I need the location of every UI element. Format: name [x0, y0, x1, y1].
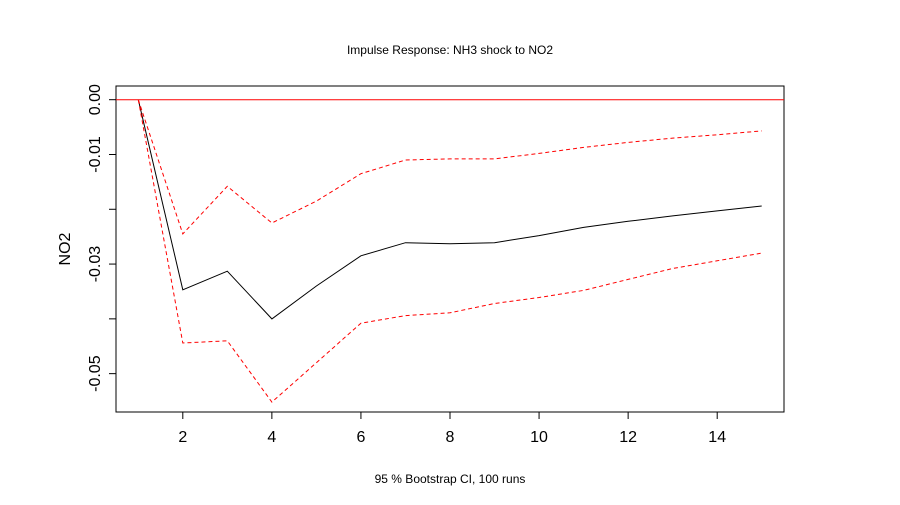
chart-title: Impulse Response: NH3 shock to NO2 [347, 43, 553, 57]
x-tick-label: 14 [708, 429, 726, 446]
y-axis-label: NO2 [57, 232, 74, 265]
y-tick-label: -0.03 [87, 246, 104, 283]
y-axis: 0.00 -0.01 -0.03 -0.05 [87, 84, 116, 392]
x-axis: 2 4 6 8 10 12 14 [178, 412, 726, 446]
y-tick-label: -0.05 [87, 355, 104, 392]
x-tick-label: 12 [619, 429, 637, 446]
x-tick-label: 4 [267, 429, 276, 446]
y-tick-label: 0.00 [87, 84, 104, 115]
y-tick-label: -0.01 [87, 136, 104, 173]
plot-frame [115, 85, 785, 413]
series-line-upper [137, 99, 762, 235]
x-tick-label: 10 [530, 429, 548, 446]
series-line-lower [137, 99, 762, 403]
x-axis-caption: 95 % Bootstrap CI, 100 runs [375, 472, 526, 486]
x-tick-label: 6 [356, 429, 365, 446]
series-line-irf [137, 99, 762, 320]
x-tick-label: 8 [446, 429, 455, 446]
x-tick-label: 2 [178, 429, 187, 446]
series-layer [116, 99, 784, 403]
